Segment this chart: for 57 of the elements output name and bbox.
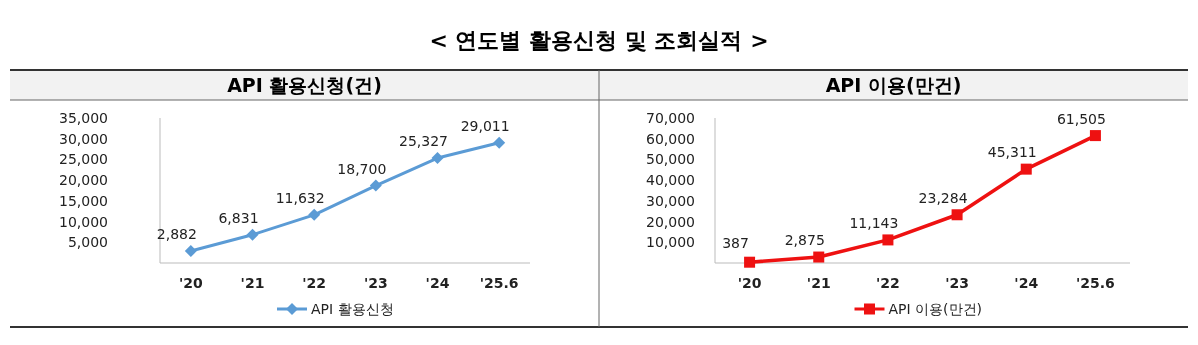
data-label: 2,875 xyxy=(784,232,825,249)
y-tick-label: 20,000 xyxy=(646,213,695,230)
y-tick-label: 60,000 xyxy=(646,130,695,147)
point xyxy=(813,251,825,263)
point xyxy=(246,228,259,241)
data-label: 25,327 xyxy=(399,133,448,150)
point xyxy=(1020,163,1032,175)
x-tick-label: '22 xyxy=(876,275,900,291)
y-tick-label: 70,000 xyxy=(646,110,695,126)
data-label: 11,632 xyxy=(275,189,325,206)
y-tick-label: 35,000 xyxy=(59,110,108,126)
data-label: 45,311 xyxy=(987,144,1037,161)
legend-label: API 이용(만건) xyxy=(888,301,983,317)
legend-label: API 활용신청 xyxy=(311,301,394,317)
x-tick-label: '23 xyxy=(363,275,388,291)
data-label: 18,700 xyxy=(337,160,387,177)
legend: API 활용신청 xyxy=(277,301,394,317)
data-label: 387 xyxy=(722,235,749,252)
y-tick-label: 10,000 xyxy=(59,213,108,230)
legend: API 이용(만건) xyxy=(854,301,983,317)
text: < 연도별 활용신청 및 조회실적 > xyxy=(429,28,769,53)
y-tick-label: 20,000 xyxy=(59,172,108,189)
data-label: 29,011 xyxy=(460,117,510,134)
point xyxy=(493,136,506,149)
y-tick-label: 30,000 xyxy=(646,192,695,209)
point xyxy=(308,208,321,221)
chart-subtitle: API 이용(만건) xyxy=(825,74,962,96)
x-tick-label: '23 xyxy=(945,275,969,291)
y-tick-label: 50,000 xyxy=(646,151,695,168)
y-tick-label: 30,000 xyxy=(59,130,108,147)
x-tick-label: '24 xyxy=(425,275,450,291)
x-tick-label: '22 xyxy=(302,275,327,291)
chart-subtitle: API 활용신청(건) xyxy=(227,74,382,96)
y-tick-label: 10,000 xyxy=(646,234,695,251)
x-tick-label: '20 xyxy=(737,275,762,291)
data-label: 23,284 xyxy=(918,189,968,206)
x-tick-label: '21 xyxy=(806,275,831,291)
data-label: 2,882 xyxy=(156,226,197,243)
point xyxy=(951,209,963,221)
point xyxy=(184,245,197,258)
point xyxy=(1089,130,1101,142)
y-tick-label: 25,000 xyxy=(59,151,108,168)
y-tick-label: 5,000 xyxy=(67,234,108,251)
point xyxy=(882,234,894,246)
x-tick-label: '25.6 xyxy=(479,275,519,291)
data-label: 6,831 xyxy=(218,209,259,226)
y-tick-label: 15,000 xyxy=(59,192,108,209)
y-tick-label: 40,000 xyxy=(646,172,695,189)
data-label: 61,505 xyxy=(1056,110,1106,127)
point xyxy=(431,152,444,165)
x-tick-label: '25.6 xyxy=(1076,275,1115,291)
data-label: 11,143 xyxy=(849,214,899,231)
x-tick-label: '21 xyxy=(240,275,265,291)
point xyxy=(369,179,382,192)
point xyxy=(744,256,756,268)
x-tick-label: '24 xyxy=(1014,275,1039,291)
x-tick-label: '20 xyxy=(178,275,203,291)
